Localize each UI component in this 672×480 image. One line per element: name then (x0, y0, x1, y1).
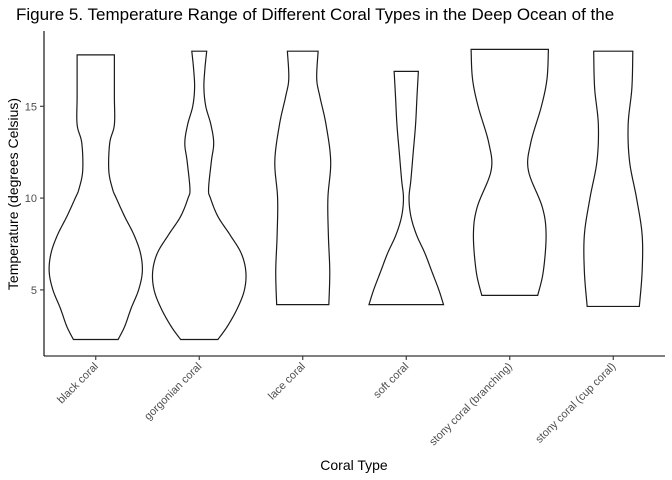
violin-stony-coral-branching (470, 48, 550, 297)
y-axis-title: Temperature (degrees Celsius) (5, 98, 21, 290)
violin-soft-coral (368, 70, 445, 306)
y-ticks: 5 10 15 (25, 101, 44, 297)
violin-lace-coral (274, 50, 332, 306)
y-tick-label: 10 (25, 193, 37, 205)
violin-black-coral (48, 54, 143, 341)
x-tick-label: soft coral (371, 361, 411, 401)
x-axis-title: Coral Type (320, 457, 388, 473)
chart-title: Figure 5. Temperature Range of Different… (16, 5, 614, 24)
violin-stony-coral-cup-coral (583, 50, 644, 308)
x-tick-label: stony coral (branching) (427, 361, 515, 449)
x-tick-label: gorgonian coral (142, 361, 204, 423)
x-tick-label: lace coral (266, 361, 308, 403)
x-tick-label: stony coral (cup coral) (533, 361, 618, 446)
violin-gorgonian-coral (151, 50, 247, 341)
y-tick-label: 5 (31, 285, 37, 297)
y-tick-label: 15 (25, 101, 37, 113)
x-ticks: black coral gorgonian coral lace coral soft… (55, 356, 618, 448)
x-tick-label: black coral (55, 361, 101, 407)
violins (48, 48, 644, 341)
